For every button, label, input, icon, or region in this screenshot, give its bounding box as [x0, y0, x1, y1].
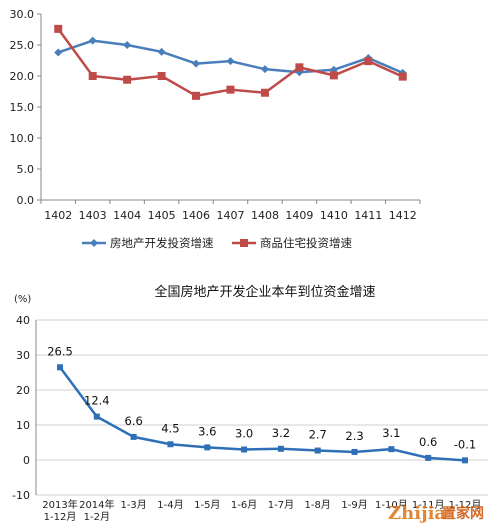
chart1-point-residential	[295, 63, 304, 72]
chart1-point-development	[123, 41, 132, 49]
chart1-point-development	[54, 48, 63, 57]
chart1-point-development	[226, 57, 235, 66]
chart1-legend-marker-residential	[240, 239, 248, 247]
chart2-y-tick-label: 30	[16, 349, 30, 362]
chart2-y-unit: (%)	[14, 294, 31, 305]
chart1-point-residential	[54, 24, 63, 33]
chart2-y-tick-label: 40	[16, 314, 30, 327]
chart2-x-tick-label: 1-8月	[305, 499, 331, 511]
chart2-point	[425, 454, 432, 461]
chart2-y-tick-label: 0	[23, 454, 30, 467]
chart1-x-tick-label: 1403	[79, 209, 107, 222]
chart1-x-tick-label: 1408	[251, 209, 279, 222]
chart2-point	[204, 444, 211, 451]
chart1-point-residential	[123, 75, 132, 84]
chart1-point-residential	[260, 88, 269, 97]
chart2-y-tick-label: 10	[16, 419, 30, 432]
chart-investment-growth: 0.0 5.0 10.0 15.0 20.0 25.0 30.0 1402 1403 1404 14…	[10, 8, 421, 250]
watermark-brand: Zhijia	[388, 503, 446, 524]
watermark-cn: 置家网	[442, 505, 484, 522]
chart1-x-tick-label: 1410	[320, 209, 348, 222]
chart2-point	[130, 433, 137, 440]
chart2-series-line	[58, 366, 466, 462]
chart1-y-tick-label: 20.0	[10, 70, 35, 83]
chart1-point-development	[157, 47, 166, 56]
chart2-data-label: 3.0	[235, 427, 253, 441]
chart2-point	[462, 457, 468, 464]
chart1-x-tick-label: 1405	[148, 209, 176, 222]
chart2-x-tick-label: 1-4月	[157, 499, 183, 511]
chart1-y-tick-label: 5.0	[17, 163, 35, 176]
chart2-data-label: 3.2	[272, 426, 290, 440]
chart-funding-growth: 全国房地产开发企业本年到位资金增速 (%) -100102030402013年1…	[12, 284, 488, 523]
chart2-point	[57, 364, 63, 371]
chart1-legend-label-residential: 商品住宅投资增速	[260, 236, 352, 250]
chart1-x-tick-label: 1402	[44, 209, 72, 222]
chart2-x-tick-label: 1-9月	[341, 499, 367, 511]
chart2-point	[314, 447, 321, 454]
chart2-data-label: 26.5	[47, 344, 73, 358]
chart1-y-tick-label: 25.0	[10, 39, 35, 52]
chart1-legend-marker-development	[90, 239, 98, 247]
chart1-x-tick-label: 1406	[182, 209, 210, 222]
chart2-x-tick-label: 1-6月	[231, 499, 257, 511]
chart1-y-tick-label: 15.0	[10, 101, 35, 114]
chart2-x-tick-label: 1-11月	[412, 499, 445, 511]
chart2-x-tick-label: 1-12月	[44, 511, 77, 523]
chart2-point	[277, 445, 284, 452]
chart2-data-label: 3.1	[382, 426, 400, 440]
chart2-data-label: 12.4	[84, 394, 110, 408]
chart1-x-tick-label: 1407	[217, 209, 245, 222]
chart2-x-tick-label: 2013年	[42, 498, 77, 511]
chart1-x-tick-label: 1404	[113, 209, 141, 222]
chart2-data-label: 3.6	[198, 424, 216, 438]
chart2-point	[388, 446, 395, 453]
chart1-point-residential	[192, 91, 201, 100]
chart2-x-tick-label: 1-3月	[120, 499, 146, 511]
chart2-title: 全国房地产开发企业本年到位资金增速	[154, 284, 375, 300]
chart2-data-label: 0.6	[419, 435, 437, 449]
chart2-point	[167, 441, 174, 448]
chart2-data-label: 4.5	[161, 421, 179, 435]
chart1-y-tick-label: 0.0	[17, 194, 35, 207]
chart2-point	[93, 413, 100, 420]
chart1-x-tick-label: 1409	[285, 209, 313, 222]
watermark-logo: Zhijia 置家网	[388, 503, 484, 524]
chart2-data-label: -0.1	[454, 437, 476, 451]
chart2-x-tick-label: 1-12月	[449, 499, 482, 511]
chart1-point-development	[260, 65, 269, 74]
chart2-x-tick-label: 1-10月	[375, 499, 408, 511]
chart2-x-tick-label: 2014年	[79, 498, 114, 511]
chart1-point-residential	[157, 72, 166, 80]
chart1-y-tick-label: 30.0	[10, 8, 35, 21]
chart2-x-tick-label: 1-2月	[84, 511, 110, 523]
chart1-point-residential	[398, 72, 407, 81]
chart1-legend-label-development: 房地产开发投资增速	[110, 236, 214, 250]
chart1-point-development	[88, 36, 97, 45]
chart2-data-label: 6.6	[124, 414, 142, 428]
chart2-data-label: 2.7	[309, 428, 327, 442]
chart1-x-tick-label: 1412	[389, 209, 417, 222]
chart2-point	[241, 446, 248, 453]
chart1-point-development	[192, 59, 201, 68]
chart2-x-tick-label: 1-7月	[268, 499, 294, 511]
chart1-y-tick-label: 10.0	[10, 132, 35, 145]
chart1-point-residential	[364, 57, 373, 66]
chart2-data-label: 2.3	[345, 429, 363, 443]
chart2-y-tick-label: -10	[12, 489, 30, 502]
chart1-point-residential	[226, 85, 235, 94]
chart1-x-tick-label: 1411	[354, 209, 382, 222]
chart2-point	[351, 448, 358, 455]
chart1-point-residential	[329, 71, 338, 80]
chart2-x-tick-label: 1-5月	[194, 499, 220, 511]
chart2-y-tick-label: 20	[16, 384, 30, 397]
chart1-point-residential	[88, 72, 97, 80]
